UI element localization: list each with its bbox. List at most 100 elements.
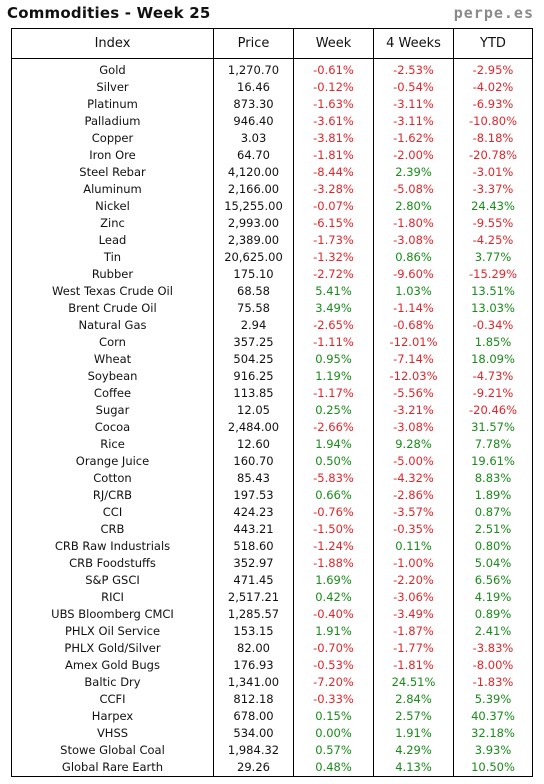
week-change-cell: 0.66% — [293, 487, 374, 504]
four-weeks-change-cell: 9.28% — [373, 436, 454, 453]
week-change-cell: 0.48% — [293, 759, 374, 777]
week-change-cell: 0.00% — [293, 725, 374, 742]
price-cell: 20,625.00 — [213, 249, 294, 266]
ytd-change-cell: 13.51% — [453, 283, 533, 300]
ytd-change-cell: 24.43% — [453, 198, 533, 215]
price-cell: 12.05 — [213, 402, 294, 419]
four-weeks-change-cell: -5.00% — [373, 453, 454, 470]
week-change-cell: -5.83% — [293, 470, 374, 487]
table-row: Global Rare Earth 29.26 0.48% 4.13% 10.50% — [11, 759, 533, 777]
table-row: RJ/CRB 197.53 0.66% -2.86% 1.89% — [11, 487, 533, 504]
ytd-change-cell: 3.77% — [453, 249, 533, 266]
table-row: Brent Crude Oil 75.58 3.49% -1.14% 13.03% — [11, 300, 533, 317]
four-weeks-change-cell: 2.80% — [373, 198, 454, 215]
price-cell: 4,120.00 — [213, 164, 294, 181]
ytd-change-cell: -15.29% — [453, 266, 533, 283]
ytd-change-cell: -2.95% — [453, 58, 533, 79]
table-row: West Texas Crude Oil 68.58 5.41% 1.03% 13.51… — [11, 283, 533, 300]
ytd-change-cell: 8.83% — [453, 470, 533, 487]
week-change-cell: -3.81% — [293, 130, 374, 147]
four-weeks-change-cell: -3.08% — [373, 419, 454, 436]
price-cell: 916.25 — [213, 368, 294, 385]
four-weeks-change-cell: 1.03% — [373, 283, 454, 300]
four-weeks-change-cell: -12.03% — [373, 368, 454, 385]
table-row: Tin 20,625.00 -1.32% 0.86% 3.77% — [11, 249, 533, 266]
report-header: Commodities - Week 25 perpe.es — [0, 0, 544, 26]
index-cell: Harpex — [11, 708, 214, 725]
price-cell: 504.25 — [213, 351, 294, 368]
table-row: Stowe Global Coal 1,984.32 0.57% 4.29% 3.93% — [11, 742, 533, 759]
table-row: Aluminum 2,166.00 -3.28% -5.08% -3.37% — [11, 181, 533, 198]
week-change-cell: 0.50% — [293, 453, 374, 470]
week-change-cell: -0.33% — [293, 691, 374, 708]
page-title: Commodities - Week 25 — [7, 4, 211, 22]
four-weeks-change-cell: -2.20% — [373, 572, 454, 589]
week-change-cell: 0.57% — [293, 742, 374, 759]
week-change-cell: 0.42% — [293, 589, 374, 606]
week-change-cell: -3.61% — [293, 113, 374, 130]
ytd-change-cell: -4.25% — [453, 232, 533, 249]
index-cell: CCFI — [11, 691, 214, 708]
price-cell: 471.45 — [213, 572, 294, 589]
four-weeks-change-cell: -5.08% — [373, 181, 454, 198]
price-cell: 518.60 — [213, 538, 294, 555]
ytd-change-cell: 0.87% — [453, 504, 533, 521]
ytd-change-cell: -0.34% — [453, 317, 533, 334]
price-cell: 68.58 — [213, 283, 294, 300]
four-weeks-change-cell: 2.57% — [373, 708, 454, 725]
ytd-change-cell: 32.18% — [453, 725, 533, 742]
index-cell: Wheat — [11, 351, 214, 368]
week-change-cell: -2.66% — [293, 419, 374, 436]
ytd-change-cell: -9.55% — [453, 215, 533, 232]
ytd-change-cell: -8.18% — [453, 130, 533, 147]
table-row: Palladium 946.40 -3.61% -3.11% -10.80% — [11, 113, 533, 130]
four-weeks-change-cell: 2.39% — [373, 164, 454, 181]
index-cell: Cocoa — [11, 419, 214, 436]
price-cell: 1,285.57 — [213, 606, 294, 623]
week-change-cell: 1.94% — [293, 436, 374, 453]
table-row: PHLX Oil Service 153.15 1.91% -1.87% 2.41% — [11, 623, 533, 640]
table-row: CRB Foodstuffs 352.97 -1.88% -1.00% 5.04% — [11, 555, 533, 572]
ytd-change-cell: 18.09% — [453, 351, 533, 368]
table-row: CCFI 812.18 -0.33% 2.84% 5.39% — [11, 691, 533, 708]
four-weeks-change-cell: -5.56% — [373, 385, 454, 402]
price-cell: 16.46 — [213, 79, 294, 96]
ytd-change-cell: 3.93% — [453, 742, 533, 759]
price-cell: 175.10 — [213, 266, 294, 283]
four-weeks-change-cell: -3.11% — [373, 113, 454, 130]
table-row: Amex Gold Bugs 176.93 -0.53% -1.81% -8.00% — [11, 657, 533, 674]
table-row: Iron Ore 64.70 -1.81% -2.00% -20.78% — [11, 147, 533, 164]
table-row: Silver 16.46 -0.12% -0.54% -4.02% — [11, 79, 533, 96]
four-weeks-change-cell: -3.06% — [373, 589, 454, 606]
index-cell: VHSS — [11, 725, 214, 742]
index-cell: Natural Gas — [11, 317, 214, 334]
table-row: VHSS 534.00 0.00% 1.91% 32.18% — [11, 725, 533, 742]
four-weeks-change-cell: -3.08% — [373, 232, 454, 249]
ytd-change-cell: 40.37% — [453, 708, 533, 725]
ytd-change-cell: 0.89% — [453, 606, 533, 623]
column-header-ytd: YTD — [453, 28, 533, 59]
index-cell: Brent Crude Oil — [11, 300, 214, 317]
index-cell: RJ/CRB — [11, 487, 214, 504]
ytd-change-cell: -3.01% — [453, 164, 533, 181]
price-cell: 153.15 — [213, 623, 294, 640]
ytd-change-cell: -20.78% — [453, 147, 533, 164]
index-cell: CCI — [11, 504, 214, 521]
price-cell: 82.00 — [213, 640, 294, 657]
week-change-cell: -1.73% — [293, 232, 374, 249]
index-cell: S&P GSCI — [11, 572, 214, 589]
week-change-cell: -0.07% — [293, 198, 374, 215]
ytd-change-cell: 13.03% — [453, 300, 533, 317]
week-change-cell: -0.53% — [293, 657, 374, 674]
index-cell: Coffee — [11, 385, 214, 402]
table-row: Zinc 2,993.00 -6.15% -1.80% -9.55% — [11, 215, 533, 232]
index-cell: Palladium — [11, 113, 214, 130]
four-weeks-change-cell: -3.21% — [373, 402, 454, 419]
week-change-cell: -1.11% — [293, 334, 374, 351]
four-weeks-change-cell: -2.53% — [373, 58, 454, 79]
four-weeks-change-cell: 4.13% — [373, 759, 454, 777]
table-header: Index Price Week 4 Weeks YTD — [11, 28, 533, 59]
week-change-cell: -0.76% — [293, 504, 374, 521]
week-change-cell: -0.61% — [293, 58, 374, 79]
price-cell: 3.03 — [213, 130, 294, 147]
